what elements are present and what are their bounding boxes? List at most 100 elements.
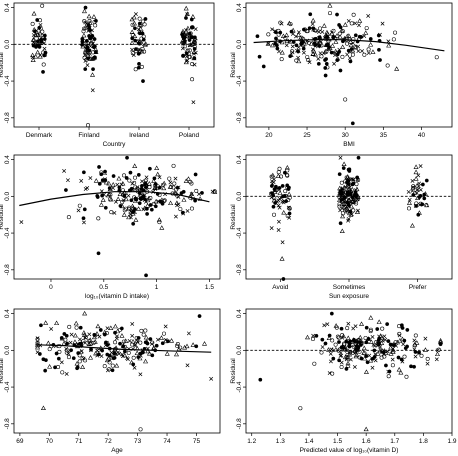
residual-point (141, 79, 145, 83)
residual-point (422, 347, 428, 352)
residual-point (345, 202, 351, 208)
residual-point (122, 349, 127, 354)
y-axis-label: Residual (0, 52, 5, 78)
residual-point (345, 208, 351, 214)
residual-point (117, 351, 121, 356)
residual-point (130, 47, 134, 52)
residual-point (64, 372, 69, 376)
residual-point (330, 43, 336, 48)
residual-point (286, 191, 292, 197)
residual-point (68, 340, 73, 345)
residual-point (333, 323, 339, 328)
residual-point (32, 29, 37, 34)
residual-point (66, 351, 71, 356)
residual-point (301, 46, 306, 51)
residual-point (333, 342, 338, 347)
residual-point (338, 187, 344, 192)
residual-point (353, 44, 358, 49)
residual-point (136, 39, 141, 44)
residual-point (348, 357, 353, 362)
residual-point (348, 59, 353, 64)
residual-point (351, 37, 356, 42)
residual-point (31, 10, 37, 16)
x-tick-label: 1.3 (276, 438, 285, 445)
residual-point (386, 339, 391, 344)
x-tick-label: 20 (265, 132, 273, 139)
residual-point (422, 196, 427, 201)
residual-point (286, 20, 292, 26)
residual-points (258, 311, 444, 432)
residual-point (353, 338, 359, 344)
residual-point (136, 194, 142, 199)
residual-point (59, 335, 65, 341)
residual-point (167, 176, 172, 181)
residual-point (83, 67, 88, 71)
residual-point (136, 51, 141, 56)
residual-point (147, 185, 152, 190)
residual-point (86, 123, 91, 128)
residual-point (277, 190, 283, 195)
residual-point (87, 19, 92, 24)
residual-point (168, 200, 174, 206)
residual-point (353, 192, 358, 197)
residual-point (335, 12, 339, 17)
x-axis-label: Age (111, 447, 123, 454)
residual-point (77, 341, 82, 346)
residual-point (83, 46, 89, 52)
residual-point (341, 190, 346, 195)
residual-point (287, 205, 292, 210)
residual-point (86, 54, 91, 59)
residual-point (83, 50, 88, 55)
residual-point (340, 335, 345, 340)
residual-point (351, 344, 356, 349)
residual-point (296, 58, 302, 64)
residual-point (337, 358, 342, 363)
residual-point (345, 41, 350, 46)
residual-point (137, 22, 143, 27)
residual-point (375, 327, 380, 331)
residual-point (322, 323, 327, 328)
residual-point (424, 178, 429, 183)
smooth-trend-line (19, 191, 210, 207)
residual-point (80, 356, 85, 361)
residual-point (314, 333, 319, 338)
residual-point (339, 198, 344, 203)
residual-point (342, 354, 348, 360)
residual-point (117, 327, 122, 332)
residual-point (56, 356, 61, 361)
residual-point (104, 331, 109, 336)
residual-point (86, 338, 91, 343)
residual-point (192, 39, 197, 44)
residual-point (434, 357, 439, 362)
y-axis-label: Residual (230, 358, 237, 384)
residual-point (362, 355, 368, 361)
x-axis-label: Sun exposure (329, 293, 369, 300)
residual-point (148, 195, 153, 200)
residual-point (343, 179, 348, 184)
residual-point (125, 155, 129, 160)
residual-point (57, 349, 62, 354)
residual-point (270, 27, 275, 32)
residual-point (105, 343, 110, 347)
residual-point (174, 200, 180, 205)
residual-point (67, 324, 72, 329)
residual-point (375, 343, 380, 348)
residual-point (42, 53, 47, 58)
residual-point (343, 97, 348, 102)
residual-point (85, 45, 90, 49)
residual-point (413, 176, 419, 181)
residual-point (189, 192, 194, 197)
residual-point (82, 207, 87, 212)
residual-point (122, 344, 127, 349)
residual-point (169, 338, 175, 343)
residual-point (121, 189, 127, 195)
residual-point (49, 327, 54, 331)
residual-point (337, 185, 343, 191)
residual-point (273, 201, 278, 205)
residual-point (136, 206, 142, 211)
residual-point (393, 30, 398, 35)
residual-point (412, 364, 416, 369)
residual-point (96, 216, 101, 221)
residual-point (141, 332, 146, 337)
residual-point (114, 362, 120, 368)
